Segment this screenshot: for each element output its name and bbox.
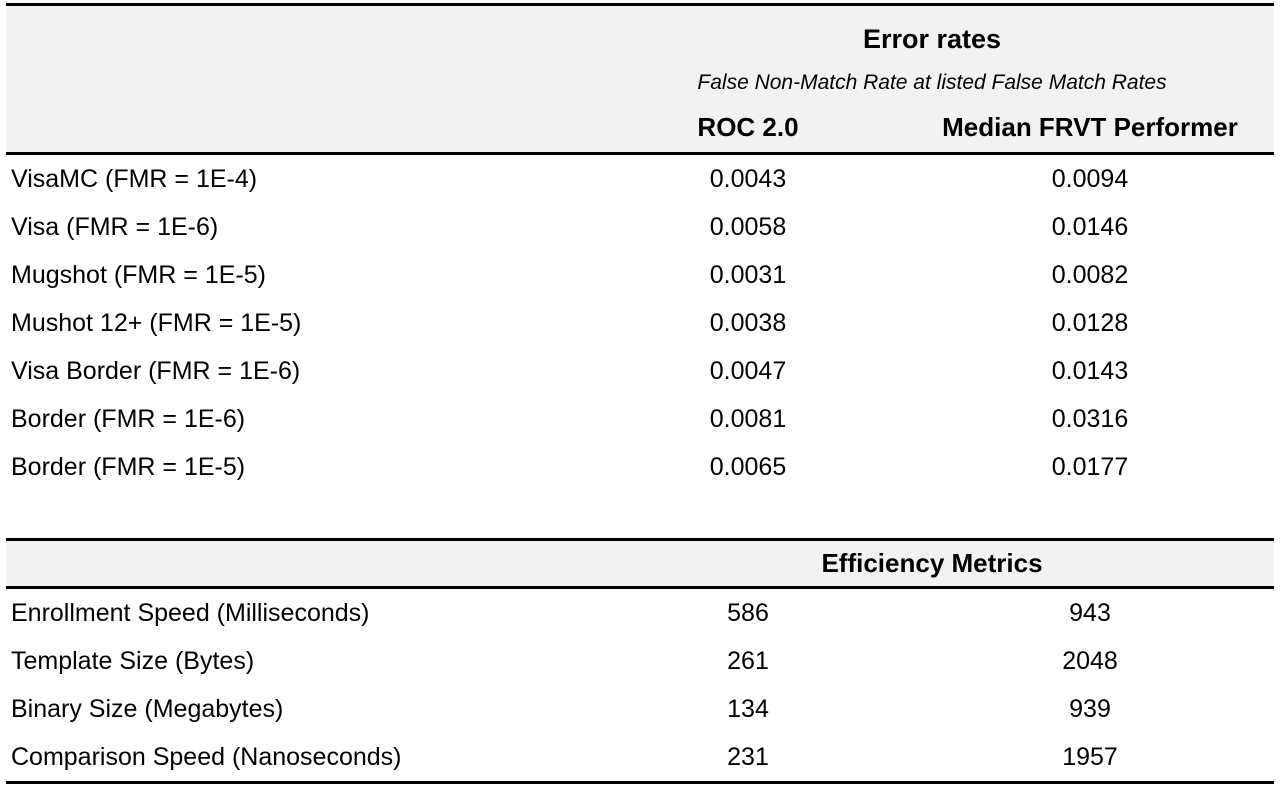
row-label: VisaMC (FMR = 1E-4): [11, 165, 258, 193]
roc-value: 0.0065: [709, 453, 787, 481]
error-rates-header: Error rates False Non-Match Rate at list…: [6, 6, 1274, 155]
roc-value: 0.0047: [709, 357, 787, 385]
row-label: Border (FMR = 1E-5): [11, 453, 246, 481]
median-value: 0.0094: [1051, 165, 1129, 193]
row-label: Template Size (Bytes): [11, 647, 255, 675]
row-label: Comparison Speed (Nanoseconds): [11, 743, 402, 771]
table-row: Enrollment Speed (Milliseconds) 586 943: [6, 589, 1274, 637]
roc-value: 261: [727, 647, 769, 675]
median-value: 1957: [1062, 743, 1118, 771]
row-label: Enrollment Speed (Milliseconds): [11, 599, 370, 627]
table-row: Visa (FMR = 1E-6) 0.0058 0.0146: [6, 203, 1274, 251]
median-value: 943: [1069, 599, 1111, 627]
median-value: 0.0082: [1051, 261, 1129, 289]
roc-value: 0.0081: [709, 405, 787, 433]
median-value: 0.0128: [1051, 309, 1129, 337]
table-row: Border (FMR = 1E-6) 0.0081 0.0316: [6, 395, 1274, 443]
table-row: Comparison Speed (Nanoseconds) 231 1957: [6, 733, 1274, 781]
roc-value: 586: [727, 599, 769, 627]
error-rates-body: VisaMC (FMR = 1E-4) 0.0043 0.0094 Visa (FMR…: [6, 155, 1274, 491]
roc-value: 0.0038: [709, 309, 787, 337]
table-row: Border (FMR = 1E-5) 0.0065 0.0177: [6, 443, 1274, 491]
error-rates-subtitle: False Non-Match Rate at listed False Mat…: [697, 71, 1167, 94]
median-value: 2048: [1062, 647, 1118, 675]
median-value: 939: [1069, 695, 1111, 723]
table-row: Visa Border (FMR = 1E-6) 0.0047 0.0143: [6, 347, 1274, 395]
median-value: 0.0146: [1051, 213, 1129, 241]
column-header-median-frvt-performer: Median FRVT Performer: [942, 112, 1238, 142]
roc-value: 0.0058: [709, 213, 787, 241]
row-label: Border (FMR = 1E-6): [11, 405, 246, 433]
table-row: VisaMC (FMR = 1E-4) 0.0043 0.0094: [6, 155, 1274, 203]
median-value: 0.0316: [1051, 405, 1129, 433]
row-label-column-header: [6, 106, 590, 152]
row-label: Mushot 12+ (FMR = 1E-5): [11, 309, 302, 337]
table-row: Template Size (Bytes) 261 2048: [6, 637, 1274, 685]
roc-value: 231: [727, 743, 769, 771]
table-row: Mushot 12+ (FMR = 1E-5) 0.0038 0.0128: [6, 299, 1274, 347]
roc-value: 0.0031: [709, 261, 787, 289]
row-label: Visa (FMR = 1E-6): [11, 213, 219, 241]
median-value: 0.0143: [1051, 357, 1129, 385]
roc-value: 0.0043: [709, 165, 787, 193]
error-rates-table: Error rates False Non-Match Rate at list…: [6, 3, 1274, 491]
row-label: Visa Border (FMR = 1E-6): [11, 357, 301, 385]
table-row: Mugshot (FMR = 1E-5) 0.0031 0.0082: [6, 251, 1274, 299]
table-row: Binary Size (Megabytes) 134 939: [6, 685, 1274, 733]
roc-value: 134: [727, 695, 769, 723]
efficiency-metrics-header: Efficiency Metrics: [6, 541, 1274, 589]
median-value: 0.0177: [1051, 453, 1129, 481]
column-header-roc-2-0: ROC 2.0: [697, 112, 799, 142]
efficiency-metrics-title: Efficiency Metrics: [821, 548, 1043, 578]
error-rates-title: Error rates: [862, 24, 1002, 54]
row-label: Mugshot (FMR = 1E-5): [11, 261, 266, 289]
row-label: Binary Size (Megabytes): [11, 695, 284, 723]
efficiency-metrics-body: Enrollment Speed (Milliseconds) 586 943 Tem…: [6, 589, 1274, 781]
efficiency-metrics-table: Efficiency Metrics Enrollment Speed (Mil…: [6, 538, 1274, 784]
